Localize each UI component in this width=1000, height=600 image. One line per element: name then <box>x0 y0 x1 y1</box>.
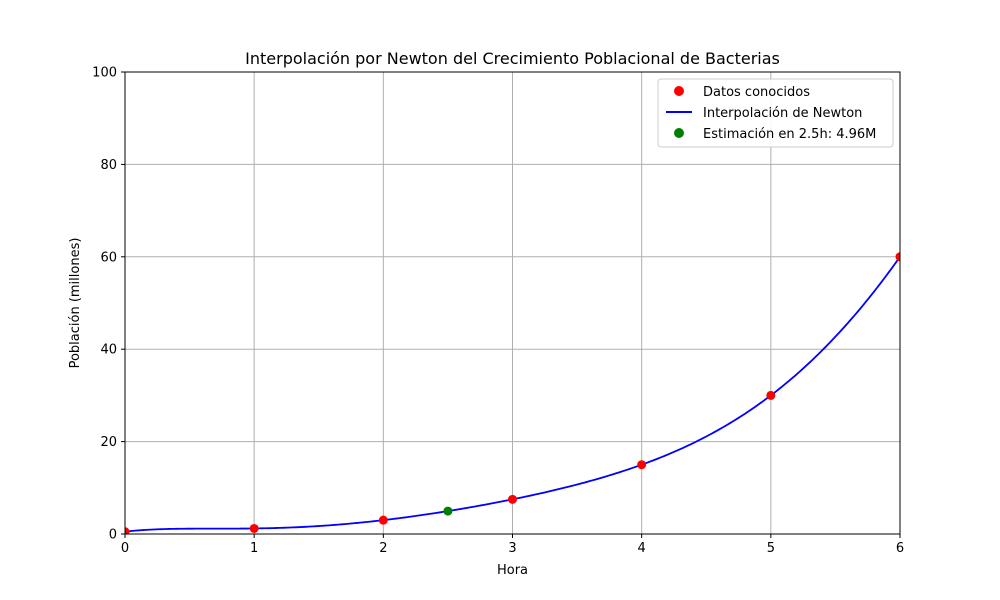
y-tick-label: 80 <box>100 158 117 173</box>
x-axis-ticks: 0 1 2 3 4 5 6 <box>121 534 904 556</box>
y-tick-label: 60 <box>100 250 117 265</box>
x-tick-label: 5 <box>767 541 775 556</box>
y-axis-label: Población (millones) <box>68 238 83 369</box>
x-tick-label: 3 <box>508 541 516 556</box>
legend-estimate-label: Estimación en 2.5h: 4.96M <box>703 127 876 142</box>
chart-title: Interpolación por Newton del Crecimiento… <box>245 49 780 68</box>
plot-frame <box>124 71 901 535</box>
plot-series <box>125 252 900 534</box>
y-tick-label: 20 <box>100 435 117 450</box>
x-tick-label: 2 <box>379 541 387 556</box>
known-data-point <box>125 527 130 534</box>
known-data-point <box>378 515 388 525</box>
legend-interpolation-label: Interpolación de Newton <box>703 106 862 121</box>
known-data-point <box>249 523 259 533</box>
known-data-point <box>637 460 647 470</box>
x-axis-label: Hora <box>497 563 528 578</box>
x-tick-label: 4 <box>638 541 646 556</box>
y-axis-ticks: 0 20 40 60 80 100 <box>92 66 125 543</box>
legend-known-data-label: Datos conocidos <box>703 85 810 100</box>
y-tick-label: 0 <box>109 528 117 543</box>
known-data-point <box>508 494 517 504</box>
legend-known-data-marker <box>674 86 684 96</box>
known-data-point <box>895 252 900 262</box>
legend-box <box>657 78 894 148</box>
estimate-point <box>443 506 453 516</box>
x-tick-label: 6 <box>896 541 904 556</box>
legend-estimate-marker <box>674 128 684 138</box>
y-tick-label: 40 <box>100 343 117 358</box>
x-tick-label: 1 <box>250 541 258 556</box>
known-data-point <box>766 390 776 400</box>
x-tick-label: 0 <box>121 541 129 556</box>
y-tick-label: 100 <box>92 66 117 81</box>
legend: Datos conocidos Interpolación de Newton … <box>657 78 894 148</box>
